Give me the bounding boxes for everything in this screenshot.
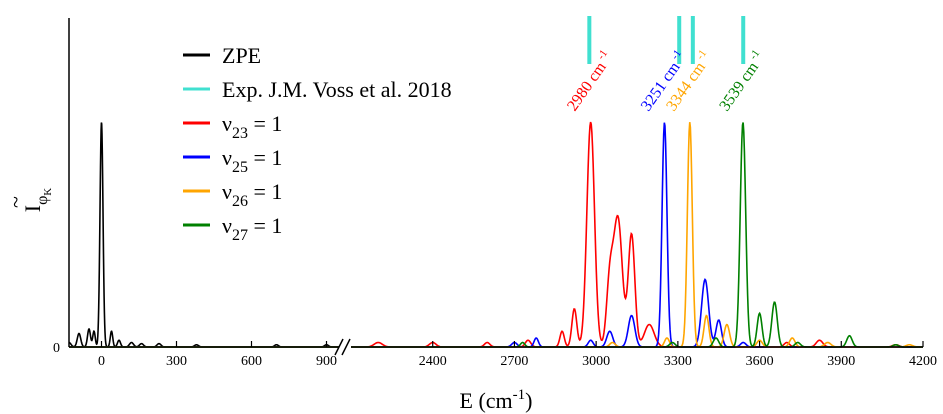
- legend-label: ZPE: [222, 43, 261, 68]
- x-axis-title-main: E (cm: [460, 388, 513, 413]
- y-axis-title-symbol: I: [20, 205, 45, 212]
- x-axis-title-exp: -1: [513, 387, 526, 403]
- experimental-line: [690, 16, 695, 64]
- y-axis-title-subsub: K: [42, 188, 54, 196]
- x-tick-label: 2400: [419, 354, 447, 369]
- y-axis-title-tilde: ~: [3, 196, 28, 208]
- x-tick-label: 300: [166, 354, 187, 369]
- experimental-line: [677, 16, 682, 64]
- legend-label: ν23 = 1: [222, 111, 282, 142]
- series-line-v23: [351, 121, 923, 348]
- x-tick-label: 3300: [664, 354, 692, 369]
- legend-item-v25: ν25 = 1: [183, 145, 282, 176]
- y-axis-title: IφK ~: [3, 188, 54, 213]
- x-tick-label: 4200: [909, 354, 937, 369]
- experimental-lines: [587, 16, 746, 64]
- x-tick-label: 3600: [746, 354, 774, 369]
- x-tick-label: 2700: [500, 354, 528, 369]
- experimental-line: [741, 16, 746, 64]
- legend-item-v27: ν27 = 1: [183, 213, 282, 244]
- legend-item-exp: Exp. J.M. Voss et al. 2018: [183, 77, 452, 102]
- legend-item-v23: ν23 = 1: [183, 111, 282, 142]
- legend-item-zpe: ZPE: [183, 43, 261, 68]
- x-axis: [69, 338, 923, 356]
- axis-break-marker: [334, 338, 351, 356]
- x-tick-label: 600: [241, 354, 262, 369]
- legend-item-v26: ν26 = 1: [183, 179, 282, 210]
- legend-label: ν25 = 1: [222, 145, 282, 176]
- legend-label: Exp. J.M. Voss et al. 2018: [222, 77, 452, 102]
- x-axis-title: E (cm-1): [460, 387, 533, 413]
- legend: ZPE Exp. J.M. Voss et al. 2018 ν23 = 1ν25 …: [183, 43, 452, 244]
- plot-area: [68, 16, 923, 348]
- svg-text:IφK: IφK: [20, 188, 54, 213]
- x-axis-title-close: ): [525, 388, 532, 413]
- x-tick-label: 3000: [582, 354, 610, 369]
- x-ticks: 0 300 600 900 2400 2700 3000 3300 3600 3900 4200: [98, 341, 937, 369]
- experimental-line: [587, 16, 592, 64]
- y-zero-label: 0: [53, 341, 60, 356]
- legend-label: ν26 = 1: [222, 179, 282, 210]
- legend-label: ν27 = 1: [222, 213, 282, 244]
- y-axis-title-sub: φ: [34, 196, 51, 205]
- x-tick-label: 0: [98, 354, 105, 369]
- x-tick-label: 900: [316, 354, 337, 369]
- x-tick-label: 3900: [827, 354, 855, 369]
